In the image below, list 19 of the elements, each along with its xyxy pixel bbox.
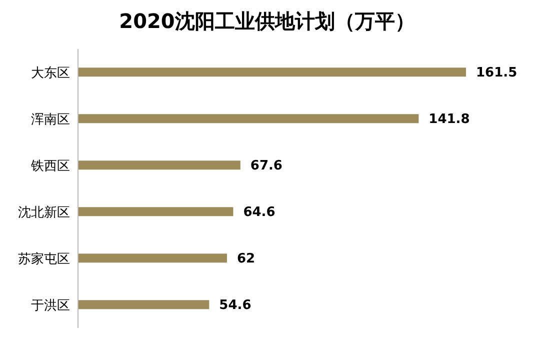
bar — [78, 254, 227, 263]
y-tick-label: 沈北新区 — [18, 205, 70, 220]
bar — [78, 114, 419, 124]
data-label: 161.5 — [476, 66, 518, 81]
bar — [78, 207, 234, 216]
y-tick-label: 于洪区 — [31, 298, 70, 314]
data-label: 64.6 — [243, 205, 276, 220]
bar — [78, 160, 240, 170]
y-tick-label: 苏家屯区 — [18, 250, 70, 267]
data-label: 67.6 — [250, 158, 282, 174]
y-tick-label: 大东区 — [31, 66, 70, 81]
data-label: 54.6 — [219, 298, 252, 314]
data-label: 141.8 — [428, 112, 470, 128]
bar — [78, 300, 210, 310]
y-tick-label: 浑南区 — [31, 112, 70, 128]
chart-title: 2020沈阳工业供地计划（万平） — [118, 8, 416, 35]
y-tick-label: 铁西区 — [30, 158, 70, 174]
data-label: 62 — [236, 252, 256, 267]
bar — [78, 68, 466, 77]
